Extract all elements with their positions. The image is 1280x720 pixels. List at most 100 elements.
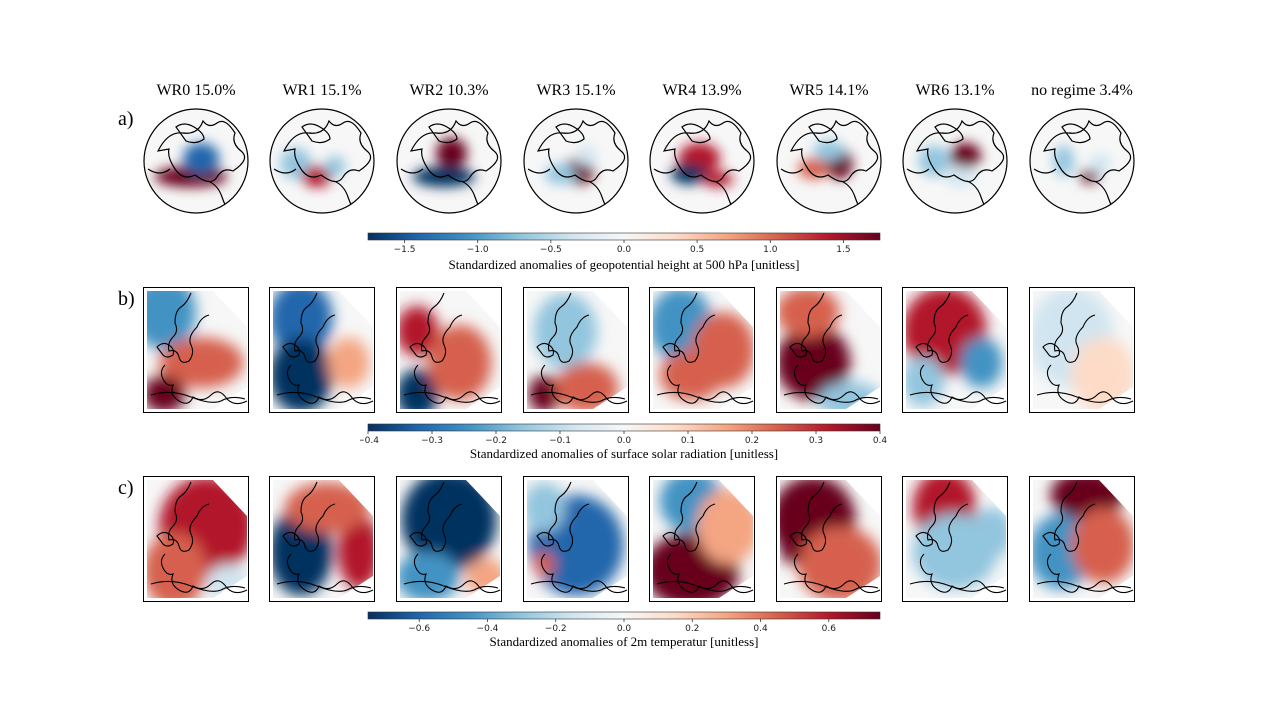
anomaly-blob xyxy=(273,337,333,409)
row-label-a: a) xyxy=(118,108,134,130)
colorbar-solar-radiation: −0.4 −0.3 −0.2 −0.1 0.0 0.1 0.2 0.3 0.4 xyxy=(360,423,888,446)
colorbar-tick-label: 0.5 xyxy=(690,245,704,255)
anomaly-blob xyxy=(970,507,1006,558)
coastline xyxy=(653,119,752,213)
coastline xyxy=(276,292,374,405)
coastline xyxy=(273,119,372,213)
coastline xyxy=(400,119,499,213)
column-title-6: WR6 13.1% xyxy=(915,82,995,99)
colorbar-tick-label: 0.0 xyxy=(617,436,632,446)
coastline xyxy=(909,292,1007,405)
colorbar-tick-label: 0.1 xyxy=(681,436,695,446)
column-title-5: WR5 14.1% xyxy=(789,82,869,99)
anomaly-blob xyxy=(284,482,370,533)
anomaly-blob xyxy=(400,551,460,598)
anomaly-blob xyxy=(949,142,981,169)
colorbar-tick-label: 0.0 xyxy=(617,624,632,634)
anomaly-blob xyxy=(696,488,753,565)
colorbar-gradient xyxy=(367,232,881,241)
geopotential-globe-0 xyxy=(143,108,249,214)
anomaly-blob xyxy=(576,145,597,167)
anomaly-blob xyxy=(527,482,566,533)
anomaly-blob xyxy=(158,337,244,388)
column-title-1: WR1 15.1% xyxy=(282,82,362,99)
solar-map-5 xyxy=(776,287,882,413)
colorbar-tick-label: −0.2 xyxy=(545,624,567,634)
anomaly-blob xyxy=(1071,507,1133,584)
anomaly-blob xyxy=(1079,170,1101,183)
colorbar-tick-label: −1.0 xyxy=(467,245,489,255)
anomaly-blob xyxy=(797,158,829,180)
column-title-2: WR2 10.3% xyxy=(409,82,489,99)
coastline xyxy=(1036,292,1134,405)
anomaly-blob xyxy=(147,375,186,409)
colorbar-tick-label: 0.2 xyxy=(685,624,699,634)
colorbar-tick-label: 0.2 xyxy=(745,436,759,446)
colorbar-tick-label: 0.4 xyxy=(873,436,888,446)
colorbar-tick-label: −0.5 xyxy=(540,245,562,255)
colorbar-tick-label: 0.3 xyxy=(809,436,823,446)
anomaly-blob xyxy=(1053,145,1075,177)
colorbar-tick-label: −0.4 xyxy=(360,436,379,446)
solar-map-1 xyxy=(269,287,375,413)
coastline xyxy=(527,119,626,213)
colorbar-temperature: −0.6 −0.4 −0.2 0.0 0.2 0.4 0.6 xyxy=(367,611,881,634)
colorbar-tick-label: −1.5 xyxy=(394,245,416,255)
geopotential-globe-5 xyxy=(776,108,882,214)
anomaly-blob xyxy=(324,155,346,177)
column-title-7: no regime 3.4% xyxy=(1031,82,1133,99)
anomaly-blob xyxy=(1089,153,1111,174)
anomaly-blob xyxy=(960,337,1003,388)
geopotential-globe-3 xyxy=(523,108,629,214)
coastline xyxy=(1036,481,1134,594)
anomaly-blob xyxy=(918,145,950,177)
column-title-0: WR0 15.0% xyxy=(156,82,236,99)
colorbar-tick-label: −0.2 xyxy=(485,436,507,446)
anomaly-blob xyxy=(659,350,724,401)
anomaly-blob xyxy=(147,291,196,350)
solar-map-3 xyxy=(523,287,629,413)
anomaly-blob xyxy=(206,564,247,598)
colorbar-tick-label: 0.4 xyxy=(753,624,768,634)
temp-map-0 xyxy=(143,476,249,602)
geopotential-globe-7 xyxy=(1029,108,1135,214)
colorbar-tick-label: 1.0 xyxy=(763,245,778,255)
temp-map-3 xyxy=(523,476,629,602)
geopotential-globe-6 xyxy=(902,108,1008,214)
anomaly-blob xyxy=(533,551,555,577)
row-label-b: b) xyxy=(118,288,135,310)
anomaly-blob xyxy=(400,368,439,409)
coastline xyxy=(147,119,246,213)
geopotential-globe-4 xyxy=(649,108,755,214)
column-title-3: WR3 15.1% xyxy=(536,82,616,99)
coastline xyxy=(403,481,501,594)
anomaly-blob xyxy=(781,539,803,565)
colorbar-temperature-label: Standardized anomalies of 2m temperatur … xyxy=(489,634,759,649)
anomaly-blob xyxy=(797,526,880,598)
anomaly-blob xyxy=(337,513,373,590)
colorbar-solar-radiation-label: Standardized anomalies of surface solar … xyxy=(469,446,779,461)
anomaly-blob xyxy=(183,142,220,174)
coastline xyxy=(1033,119,1132,213)
coastline xyxy=(783,292,881,405)
row-label-c: c) xyxy=(118,477,134,499)
temp-map-1 xyxy=(269,476,375,602)
colorbar-tick-label: −0.4 xyxy=(477,624,499,634)
temp-map-2 xyxy=(396,476,502,602)
anomaly-blob xyxy=(533,293,598,369)
solar-map-7 xyxy=(1029,287,1135,413)
solar-map-4 xyxy=(649,287,755,413)
anomaly-blob xyxy=(702,171,734,187)
anomaly-blob xyxy=(818,381,880,409)
colorbar-gradient xyxy=(367,423,881,432)
colorbar-tick-label: −0.6 xyxy=(408,624,430,634)
anomaly-blob xyxy=(327,337,370,388)
colorbar-tick-label: 0.0 xyxy=(617,245,632,255)
coastline xyxy=(656,481,754,594)
anomaly-blob xyxy=(554,362,619,409)
temp-map-7 xyxy=(1029,476,1135,602)
coastline xyxy=(276,481,374,594)
column-title-4: WR4 13.9% xyxy=(662,82,742,99)
colorbar-tick-label: 1.5 xyxy=(836,245,850,255)
solar-map-6 xyxy=(902,287,1008,413)
